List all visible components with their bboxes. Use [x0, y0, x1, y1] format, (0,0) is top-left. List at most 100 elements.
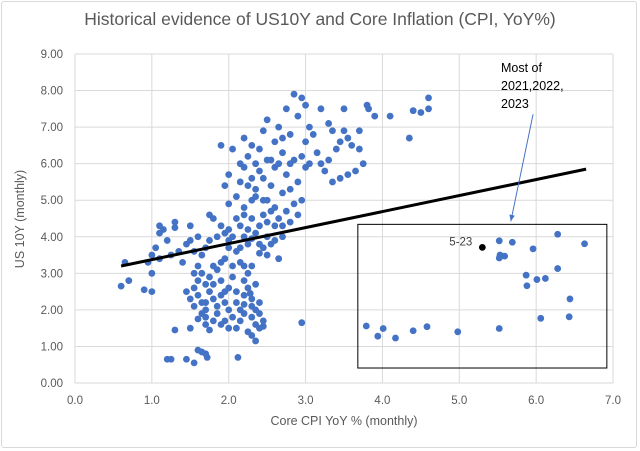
data-point [340, 105, 348, 113]
data-point [209, 280, 217, 288]
data-point [271, 237, 279, 244]
data-point [252, 185, 260, 193]
data-point [217, 222, 225, 230]
data-point [246, 290, 254, 297]
data-point [229, 313, 236, 321]
data-point [537, 314, 545, 322]
y-tick-label: 3.00 [41, 268, 63, 280]
data-point [256, 222, 263, 230]
data-point [202, 321, 210, 328]
data-point [202, 313, 210, 321]
trendline-line [120, 167, 587, 268]
data-point [179, 258, 187, 266]
data-point [194, 315, 202, 323]
data-point [309, 131, 317, 138]
x-tick-label: 3.0 [298, 395, 314, 407]
data-point [508, 238, 516, 246]
data-point [348, 141, 356, 149]
highlight-box [357, 223, 608, 369]
data-point [248, 313, 256, 321]
data-point [186, 237, 194, 244]
data-point [140, 286, 148, 294]
data-point [282, 207, 290, 215]
data-point [279, 222, 286, 230]
data-point [225, 306, 233, 314]
data-points [117, 90, 588, 367]
y-tick-label: 2.00 [41, 305, 63, 317]
annotation: 5-23 Most of 2021,2022, 2023 [449, 61, 563, 248]
data-point [317, 105, 325, 113]
data-point [501, 252, 509, 260]
data-point [117, 282, 125, 290]
data-point [183, 288, 190, 296]
data-point [213, 233, 221, 241]
data-point [236, 317, 244, 325]
data-point [566, 295, 574, 303]
data-point [425, 105, 432, 113]
data-point [186, 295, 194, 303]
data-point [392, 334, 399, 342]
y-tick-label: 4.00 [41, 232, 63, 244]
data-point [259, 211, 267, 219]
highlight-point [478, 243, 486, 251]
data-point [244, 240, 252, 248]
data-point [533, 276, 541, 283]
data-point [279, 233, 286, 241]
data-point [221, 288, 229, 296]
data-point [344, 171, 352, 179]
x-tick-label: 5.0 [451, 395, 467, 407]
data-point [302, 101, 309, 109]
data-point [240, 204, 248, 211]
data-point [425, 94, 432, 102]
data-point [362, 322, 370, 330]
data-point [233, 299, 240, 306]
data-point [194, 291, 202, 299]
data-point [267, 182, 275, 190]
data-point [190, 269, 198, 277]
data-point [252, 193, 260, 200]
data-point [225, 171, 233, 179]
data-point [233, 288, 240, 296]
data-point [171, 326, 179, 334]
data-point [167, 355, 175, 363]
data-point [244, 284, 252, 292]
data-point [263, 251, 271, 259]
data-point [240, 301, 248, 308]
data-point [248, 174, 256, 182]
y-axis-title: US 10Y (monthly) [13, 170, 27, 268]
data-point [217, 321, 225, 328]
data-point [221, 182, 229, 190]
data-point [332, 145, 340, 153]
data-point [213, 302, 221, 310]
data-point [371, 112, 379, 120]
data-point [306, 160, 313, 168]
data-point [190, 359, 198, 367]
data-point [234, 354, 242, 361]
data-point [233, 193, 240, 200]
annotation-text-line: 2023 [501, 97, 529, 111]
data-point [152, 244, 160, 252]
data-point [336, 138, 344, 146]
x-tick-label: 2.0 [221, 395, 237, 407]
data-point [194, 346, 202, 354]
data-point [225, 324, 233, 332]
data-point [225, 244, 233, 252]
data-point [256, 310, 263, 317]
data-point [229, 233, 236, 241]
x-tick-label: 7.0 [605, 395, 621, 407]
data-point [259, 127, 267, 135]
data-point [256, 249, 263, 257]
data-point [236, 178, 244, 186]
data-point [344, 134, 352, 142]
data-point [171, 218, 179, 226]
data-point [523, 282, 531, 290]
data-point [286, 185, 294, 193]
y-tick-label: 1.00 [41, 341, 63, 353]
data-point [313, 149, 321, 157]
data-point [236, 222, 244, 230]
data-point [186, 324, 194, 332]
data-point [495, 254, 503, 262]
data-point [365, 105, 372, 113]
